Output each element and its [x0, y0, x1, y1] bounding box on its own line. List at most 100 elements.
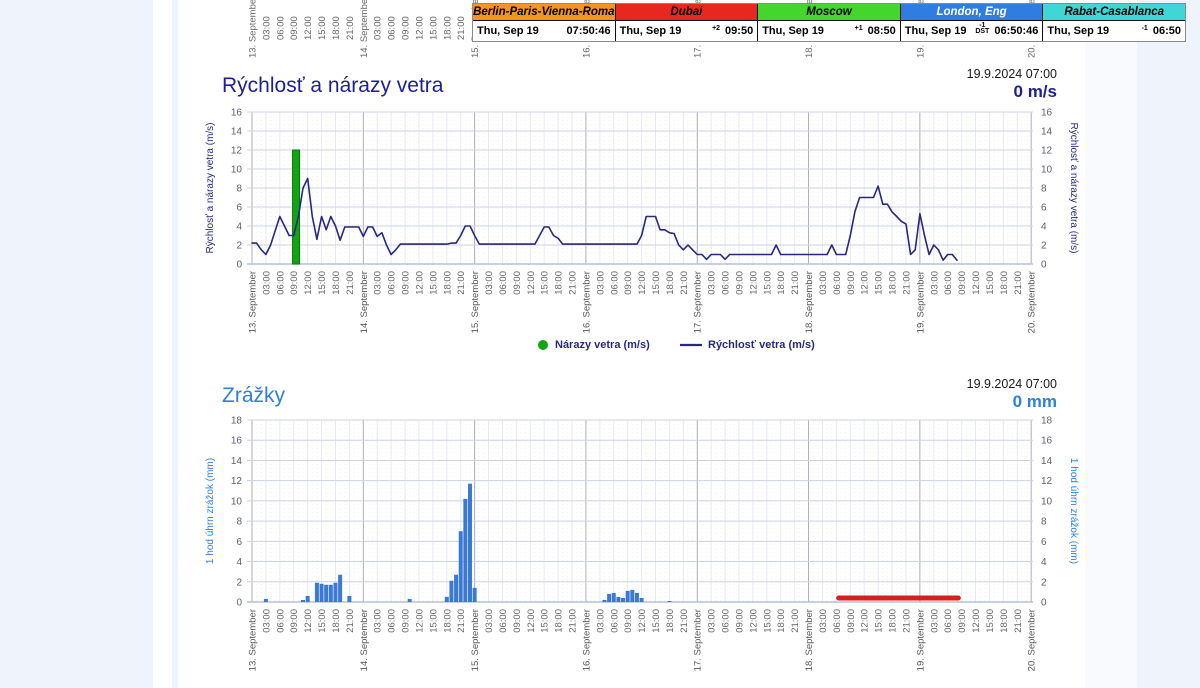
- x-tick-label: 12:00: [748, 609, 759, 633]
- y-tick-label: 10: [1041, 496, 1053, 507]
- rain-bar: [467, 483, 472, 602]
- wind-chart-plot[interactable]: 0 0 2 2 4 4 6 6 8 8 10 10 12 12 14 14 16 16 Rýchlosť a nár…: [175, 100, 1085, 362]
- rain-bar: [263, 598, 268, 602]
- wind-chart-current-value: 0 m/s: [1013, 82, 1057, 101]
- x-tick-label: 03:00: [707, 271, 718, 295]
- x-tick-label: 15:00: [985, 271, 996, 295]
- rain-bar: [324, 584, 329, 602]
- x-tick-label: 18:00: [888, 609, 899, 633]
- y-tick-label: 12: [1041, 146, 1053, 157]
- x-tick-label: 15:00: [874, 271, 885, 295]
- wind-speed-line: [251, 177, 958, 261]
- rain-bar: [639, 597, 644, 602]
- rain-bar: [625, 590, 630, 602]
- rain-bar: [454, 574, 459, 602]
- x-tick-label: 03:00: [929, 609, 940, 633]
- x-tick-label: 12:00: [414, 609, 425, 633]
- x-tick-label: 12:00: [971, 271, 982, 295]
- x-tick-label: 03:00: [818, 609, 829, 633]
- y-tick-label: 6: [1041, 203, 1047, 214]
- y-tick-label: 0: [236, 598, 242, 609]
- x-tick-label: 03:00: [373, 271, 384, 295]
- x-tick-label: 15. September: [470, 271, 481, 333]
- page-background-left: [0, 0, 153, 688]
- x-tick-label: 18:00: [776, 609, 787, 633]
- clock-time: 06:50:46: [994, 25, 1039, 37]
- x-tick-label: 09:00: [401, 271, 412, 295]
- x-tick-label: 03:00: [595, 609, 606, 633]
- rain-bar: [634, 592, 639, 602]
- clock-cell-berlin: Berlin-Paris-Vienna-Roma Thu, Sep 19 07:…: [473, 4, 616, 41]
- x-tick-label: 13. September: [248, 271, 259, 333]
- y-axis-title: 1 hod úhrn zrážok (mm): [205, 458, 216, 564]
- x-tick-label: 06:00: [387, 609, 398, 633]
- x-tick-label: 18:00: [554, 271, 565, 295]
- x-tick-label: 06:00: [609, 271, 620, 295]
- x-tick-label: 12:00: [303, 609, 314, 633]
- x-tick-label: 14. September: [359, 609, 370, 671]
- rain-bar: [333, 582, 338, 602]
- x-tick-label: 19. September: [915, 271, 926, 333]
- clock-city-name: Dubai: [615, 4, 758, 21]
- x-tick-label: 15:00: [651, 271, 662, 295]
- x-tick-label: 15:00: [317, 609, 328, 633]
- x-tick-label: 03:00: [595, 271, 606, 295]
- x-tick-label: 18. September: [804, 609, 815, 671]
- page-background-strip: [172, 0, 178, 688]
- x-tick-label: 09:00: [957, 609, 968, 633]
- y-tick-label: 18: [1041, 416, 1053, 427]
- x-tick-label: 15:00: [428, 16, 439, 40]
- rain-chart-plot[interactable]: 0 0 2 2 4 4 6 6 8 8 10 10 12 12 14 14 16 16 18 18 1 hod úhrn…: [175, 410, 1085, 688]
- x-tick-label: 21:00: [456, 271, 467, 295]
- x-tick-label: 15:00: [985, 609, 996, 633]
- x-tick-label: 06:00: [275, 271, 286, 295]
- y-tick-label: 14: [1041, 456, 1053, 467]
- rain-bar: [449, 580, 454, 602]
- y-tick-label: 0: [1041, 260, 1047, 271]
- x-tick-label: 12:00: [860, 271, 871, 295]
- x-tick-label: 18:00: [776, 271, 787, 295]
- rain-chart-current-value: 0 mm: [1012, 392, 1057, 411]
- y-tick-label: 12: [1041, 476, 1053, 487]
- x-tick-label: 03:00: [373, 16, 384, 40]
- legend-label: Rýchlosť vetra (m/s): [708, 339, 815, 351]
- x-tick-label: 06:00: [498, 271, 509, 295]
- x-tick-label: 15:00: [428, 271, 439, 295]
- x-tick-label: 20. September: [1027, 609, 1038, 671]
- y-tick-label: 2: [1041, 577, 1047, 588]
- page-background-right-soft: [1085, 0, 1137, 688]
- rain-chart-timestamp: 19.9.2024 07:00: [966, 377, 1057, 391]
- x-tick-label: 12:00: [637, 271, 648, 295]
- clock-time: 08:50: [867, 25, 896, 37]
- y-tick-label: 12: [231, 476, 243, 487]
- x-tick-label: 06:00: [832, 271, 843, 295]
- x-tick-label: 09:00: [734, 609, 745, 633]
- y-tick-label: 2: [236, 241, 242, 252]
- x-tick-label: 21:00: [679, 271, 690, 295]
- y-tick-label: 16: [231, 108, 243, 119]
- clock-city-name: Berlin-Paris-Vienna-Roma: [473, 4, 615, 21]
- legend-item-gusts[interactable]: Nárazy vetra (m/s): [538, 339, 650, 351]
- x-tick-label: 15:00: [762, 271, 773, 295]
- x-tick-label: 18:00: [331, 16, 342, 40]
- x-tick-label: 06:00: [275, 16, 286, 40]
- x-tick-label: 06:00: [943, 609, 954, 633]
- x-tick-label: 09:00: [846, 271, 857, 295]
- rain-bar: [407, 598, 412, 602]
- legend-item-speed[interactable]: Rýchlosť vetra (m/s): [680, 339, 815, 351]
- x-tick-label: 18:00: [331, 609, 342, 633]
- x-tick-label: 12:00: [860, 609, 871, 633]
- rain-bar: [602, 599, 607, 602]
- x-tick-label: 06:00: [609, 609, 620, 633]
- y-tick-label: 8: [1041, 184, 1047, 195]
- x-tick-label: 16. September: [581, 609, 592, 671]
- x-tick-label: 18:00: [665, 609, 676, 633]
- x-tick-label: 16. September: [581, 271, 592, 333]
- x-tick-label: 19. September: [915, 609, 926, 671]
- y-tick-label: 14: [231, 456, 243, 467]
- x-tick-label: 21:00: [568, 271, 579, 295]
- clock-date: Thu, Sep 19: [619, 25, 682, 37]
- rain-bar: [607, 593, 612, 602]
- x-tick-label: 14. September: [359, 271, 370, 333]
- x-tick-label: 12:00: [526, 271, 537, 295]
